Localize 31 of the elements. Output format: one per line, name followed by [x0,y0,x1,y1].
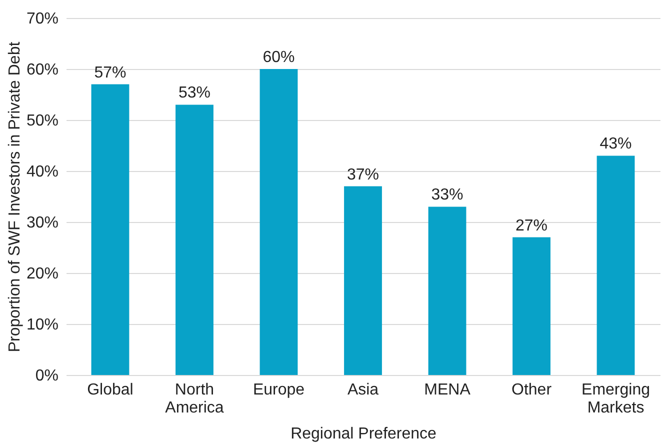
y-tick-label: 30% [26,214,58,232]
data-label: 27% [515,217,548,234]
bar [176,104,214,375]
data-label: 60% [262,49,295,66]
x-tick-label: Global [87,382,134,398]
data-label: 33% [431,186,464,204]
bar [91,84,130,375]
y-tick-label: 60% [26,62,58,78]
y-tick-label: 20% [26,266,58,282]
bar [428,206,466,375]
data-label: 37% [346,166,380,184]
x-tick-label: Europe [252,382,305,398]
y-tick-label: 50% [26,112,58,130]
x-tick-label: MENA [424,382,471,398]
x-axis-title: Regional Preference [290,426,437,442]
x-tick-label: Other [512,382,552,398]
y-tick-label: 40% [26,164,58,180]
y-axis-title: Proportion of SWF Investors in Private Debt [6,41,24,352]
data-label: 53% [178,84,211,102]
y-tick-label: 0% [35,368,58,384]
bar [512,237,550,375]
data-label: 43% [600,136,632,153]
bar [260,69,298,375]
bar [344,186,382,375]
y-tick-label: 10% [26,316,58,334]
data-label: 57% [94,64,126,82]
x-tick-label: Asia [347,382,379,398]
y-tick-label: 70% [26,10,58,28]
x-tick-label: Emerging Markets [582,382,650,416]
x-tick-label: North America [165,382,224,416]
bar [596,156,635,375]
